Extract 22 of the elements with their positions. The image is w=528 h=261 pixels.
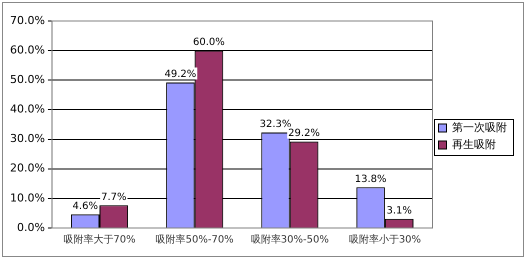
y-tick-label: 60.0% bbox=[10, 43, 45, 56]
data-label: 4.6% bbox=[72, 200, 98, 212]
y-tick-label: 70.0% bbox=[10, 14, 45, 27]
data-label: 60.0% bbox=[193, 37, 225, 48]
x-tick-label: 吸附率大于70% bbox=[63, 234, 136, 246]
data-label: 49.2% bbox=[164, 69, 196, 80]
legend-label: 再生吸附 bbox=[452, 138, 496, 151]
data-label: 29.2% bbox=[288, 128, 320, 140]
y-tick-label: 50.0% bbox=[10, 73, 45, 86]
data-label: 7.7% bbox=[101, 192, 126, 203]
x-tick-label: 吸附率30%-50% bbox=[250, 234, 329, 246]
data-label: 3.1% bbox=[386, 205, 412, 216]
y-tick-label: 10.0% bbox=[10, 191, 45, 204]
y-tick-label: 30.0% bbox=[10, 132, 45, 146]
data-label: 32.3% bbox=[260, 119, 292, 130]
y-tick-label: 0.0% bbox=[16, 220, 45, 234]
y-tick-label: 20.0% bbox=[10, 162, 45, 175]
x-tick-label: 吸附率50%-70% bbox=[156, 234, 234, 246]
x-tick-label: 吸附率小于30% bbox=[348, 234, 422, 246]
data-label: 13.8% bbox=[354, 174, 387, 185]
y-tick-label: 40.0% bbox=[10, 102, 45, 116]
legend-label: 第一次吸附 bbox=[452, 120, 507, 134]
